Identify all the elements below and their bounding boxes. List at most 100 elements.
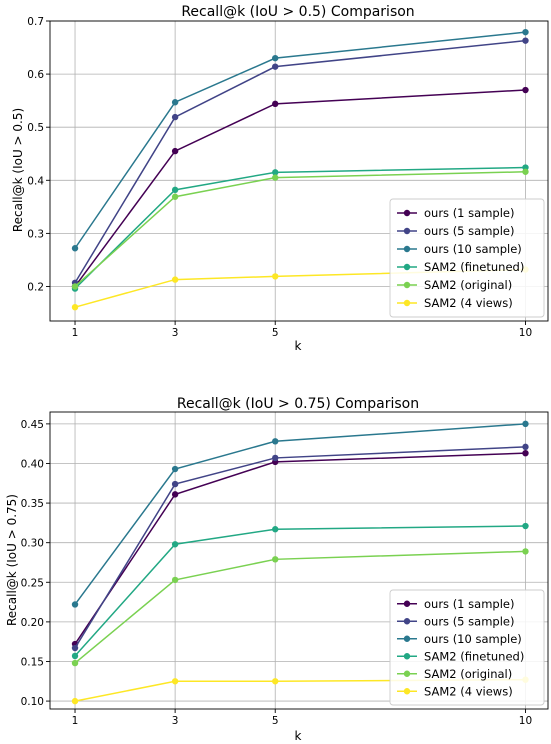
y-tick-label: 0.20	[21, 617, 44, 629]
legend-item: SAM2 (4 views)	[397, 684, 513, 698]
plot-frame	[49, 20, 549, 322]
x-tick-label: 5	[272, 327, 279, 339]
legend-item: ours (1 sample)	[397, 597, 514, 611]
data-point	[272, 556, 279, 563]
recall-iou-075-chart: Recall@k (IoU > 0.75) Comparison k Recal…	[5, 396, 549, 743]
y-tick-label: 0.2	[27, 281, 44, 293]
chart-title: Recall@k (IoU > 0.75) Comparison	[177, 396, 419, 412]
data-point	[71, 245, 79, 252]
plot-frame	[49, 411, 549, 710]
series-line	[74, 166, 526, 290]
y-tick-label: 0.30	[21, 538, 44, 550]
series-4	[71, 168, 529, 290]
legend-marker	[403, 281, 411, 289]
series-line	[74, 39, 526, 284]
data-point	[522, 37, 529, 44]
series-lines	[71, 420, 529, 705]
legend-item: SAM2 (finetuned)	[397, 260, 524, 274]
legend-marker	[403, 299, 411, 307]
data-point	[522, 449, 529, 457]
x-tick-label: 3	[172, 327, 179, 339]
legend-label: ours (10 sample)	[424, 242, 522, 256]
data-point	[522, 168, 529, 175]
data-point	[171, 147, 179, 155]
y-tick-label: 0.25	[21, 577, 44, 589]
legend-label: ours (5 sample)	[424, 224, 514, 238]
data-point	[272, 63, 279, 70]
series-2	[71, 420, 529, 608]
legend-item: SAM2 (4 views)	[397, 296, 513, 310]
data-point	[171, 465, 179, 473]
y-tick-label: 0.5	[27, 122, 44, 134]
y-tick-label: 0.15	[21, 656, 44, 668]
series-2	[71, 28, 529, 252]
series-lines	[71, 28, 529, 311]
data-point	[171, 276, 179, 283]
legend-marker	[403, 263, 411, 271]
series-line	[74, 446, 526, 649]
legend-item: SAM2 (original)	[397, 278, 512, 292]
y-tick-label: 0.6	[27, 69, 44, 81]
data-point	[171, 193, 179, 200]
legend-item: SAM2 (original)	[397, 667, 512, 681]
y-axis-label: Recall@k (IoU > 0.5)	[11, 108, 25, 232]
x-tick-label: 5	[272, 715, 279, 727]
chart-title: Recall@k (IoU > 0.5) Comparison	[181, 4, 414, 20]
legend-label: SAM2 (original)	[424, 667, 512, 681]
legend-label: SAM2 (finetuned)	[424, 260, 524, 274]
legend: ours (1 sample) ours (5 sample) ours (10 s…	[389, 198, 545, 318]
y-tick-label: 0.35	[21, 498, 44, 510]
axes: 1 3 5 10 0.2 0.3 0.4 0.5 0.6 0.7	[27, 16, 549, 339]
data-point	[272, 273, 279, 280]
legend-label: SAM2 (4 views)	[424, 684, 513, 698]
x-tick-label: 10	[519, 715, 532, 727]
series-4	[71, 548, 529, 667]
x-tick-label: 3	[172, 715, 179, 727]
x-axis-label: k	[295, 339, 302, 353]
legend-box	[389, 198, 545, 318]
data-point	[272, 169, 279, 176]
x-tick-label: 10	[519, 327, 532, 339]
x-tick-label: 1	[72, 327, 79, 339]
series-line	[74, 550, 526, 664]
data-point	[171, 678, 179, 685]
data-point	[522, 522, 529, 530]
data-point	[522, 548, 529, 555]
series-1	[71, 443, 529, 652]
data-point	[171, 99, 179, 106]
data-point	[171, 491, 179, 498]
axes: 1 3 5 10 0.10 0.15 0.20 0.25 0.30 0.35 0.40 0.45	[21, 411, 549, 727]
data-point	[272, 100, 279, 108]
data-point	[272, 438, 279, 445]
legend-label: ours (10 sample)	[424, 632, 522, 646]
legend: ours (1 sample) ours (5 sample) ours (10 s…	[389, 589, 545, 706]
data-point	[272, 526, 279, 533]
data-point	[171, 576, 179, 584]
data-point	[272, 54, 279, 62]
y-tick-label: 0.45	[21, 419, 44, 431]
data-point	[171, 113, 179, 121]
legend-marker	[403, 635, 411, 642]
data-point	[522, 28, 529, 36]
legend-marker	[403, 688, 411, 695]
recall-iou-05-chart: Recall@k (IoU > 0.5) Comparison k Recall…	[11, 4, 549, 353]
legend-marker	[403, 653, 411, 660]
x-axis-label: k	[295, 729, 302, 743]
y-tick-label: 0.4	[27, 175, 44, 187]
series-line	[74, 89, 526, 287]
data-point	[522, 86, 529, 94]
x-tick-label: 1	[72, 715, 79, 727]
data-point	[71, 283, 79, 290]
legend-item: ours (5 sample)	[397, 224, 514, 238]
y-tick-label: 0.3	[27, 228, 44, 240]
data-point	[272, 454, 279, 462]
data-point	[71, 303, 79, 311]
series-line	[74, 452, 526, 645]
series-line	[74, 171, 526, 288]
legend-label: SAM2 (4 views)	[424, 296, 513, 310]
y-axis-label: Recall@k (IoU > 0.75)	[5, 494, 19, 626]
data-point	[272, 678, 279, 685]
legend-item: SAM2 (finetuned)	[397, 649, 524, 663]
legend-item: ours (10 sample)	[397, 632, 522, 646]
